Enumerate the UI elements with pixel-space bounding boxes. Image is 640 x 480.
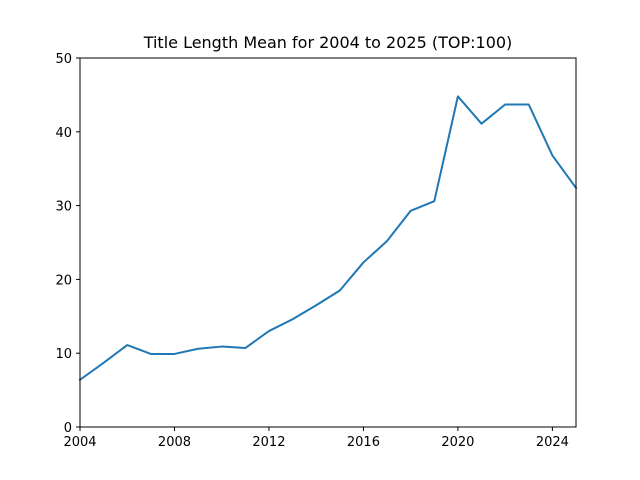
x-tick-label: 2008 [158, 435, 191, 450]
x-tick-label: 2012 [252, 435, 285, 450]
chart-title: Title Length Mean for 2004 to 2025 (TOP:… [143, 33, 513, 52]
axes-frame [79, 57, 577, 428]
y-tick-label: 50 [55, 52, 72, 67]
x-tick-label: 2024 [536, 435, 569, 450]
x-tick-label: 2004 [63, 435, 96, 450]
y-tick-label: 40 [55, 126, 72, 141]
x-tick-label: 2020 [441, 435, 474, 450]
y-tick-label: 30 [55, 200, 72, 215]
y-tick-label: 0 [64, 421, 72, 436]
y-tick-label: 10 [55, 347, 72, 362]
series-line-0 [78, 95, 578, 382]
x-tick-label: 2016 [347, 435, 380, 450]
plot-area: 2004 2008 2012 2016 2020 2024 0 10 20 30 40 50 [55, 52, 578, 450]
y-tick-label: 20 [55, 273, 72, 288]
